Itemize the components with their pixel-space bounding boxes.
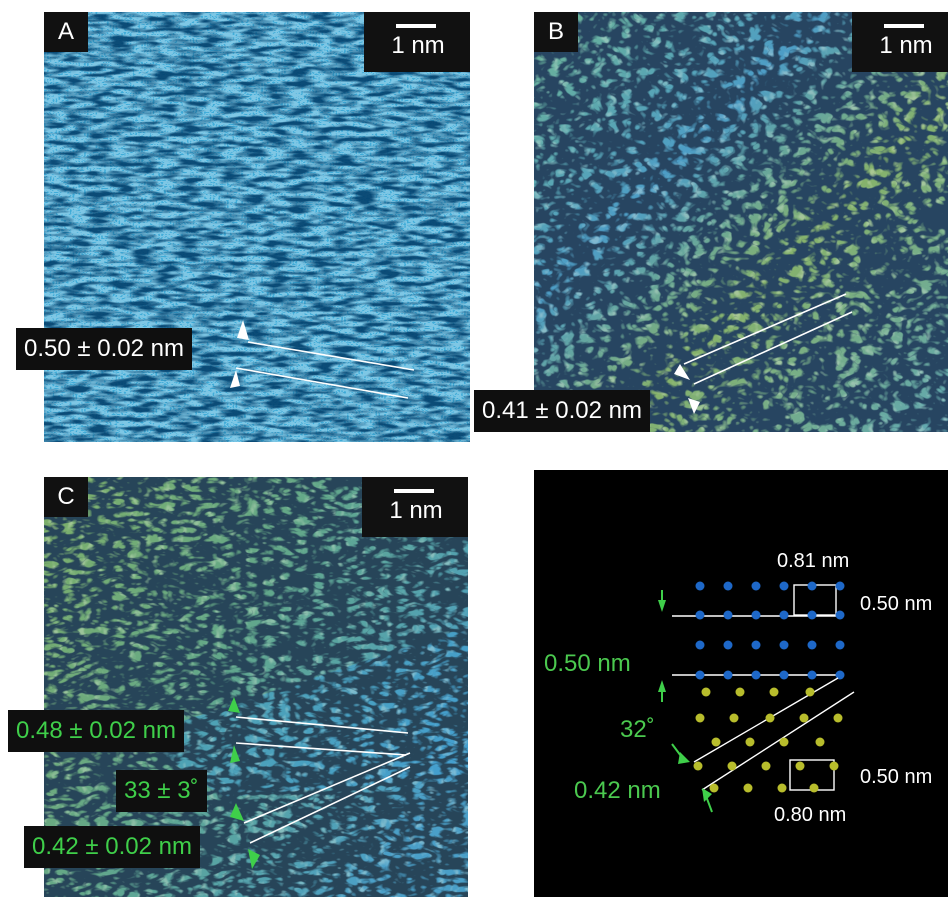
panel-b-letter: B <box>534 12 578 52</box>
panel-c-spacing-bottom-label: 0.42 ± 0.02 nm <box>24 826 200 868</box>
panel-a: A 1 nm <box>44 12 470 442</box>
top-width-label: 0.81 nm <box>777 550 849 572</box>
scale-bar-line <box>884 24 924 28</box>
panel-c-scale-bar: 1 nm <box>362 477 468 537</box>
scale-bar-line <box>396 24 436 28</box>
scale-bar-label: 1 nm <box>879 32 933 59</box>
panel-c-image <box>44 477 468 897</box>
panel-c: C 1 nm <box>44 477 468 897</box>
scale-bar-line <box>394 489 434 493</box>
top-height-label: 0.50 nm <box>860 593 932 615</box>
panel-c-angle-label: 33 ± 3˚ <box>116 770 207 812</box>
angle-label: 32˚ <box>620 716 655 743</box>
bottom-height-label: 0.50 nm <box>860 766 932 788</box>
panel-d: 0.81 nm 0.50 nm 0.50 nm 32˚ 0.42 nm 0.50… <box>534 470 948 897</box>
diagonal-spacing-label: 0.42 nm <box>574 777 661 804</box>
panel-a-image <box>44 12 470 442</box>
green-arrows <box>658 590 713 813</box>
panel-d-lattice-diagram: 0.81 nm 0.50 nm 0.50 nm 32˚ 0.42 nm 0.50… <box>544 550 932 826</box>
panel-a-letter: A <box>44 12 88 52</box>
panel-c-letter: C <box>44 477 88 517</box>
panel-b-spacing-label: 0.41 ± 0.02 nm <box>474 390 650 432</box>
panel-c-spacing-top-label: 0.48 ± 0.02 nm <box>8 710 184 752</box>
yellow-lattice <box>693 677 855 793</box>
bottom-width-label: 0.80 nm <box>774 804 846 826</box>
panel-a-scale-bar: 1 nm <box>364 12 470 72</box>
panel-a-spacing-label: 0.50 ± 0.02 nm <box>16 328 192 370</box>
scale-bar-label: 1 nm <box>389 497 443 524</box>
panel-b-scale-bar: 1 nm <box>852 12 948 72</box>
row-spacing-label: 0.50 nm <box>544 650 631 677</box>
panel-b-image <box>534 12 948 432</box>
blue-lattice <box>672 581 845 680</box>
panel-b: B 1 nm <box>534 12 948 432</box>
scale-bar-label: 1 nm <box>391 32 445 59</box>
